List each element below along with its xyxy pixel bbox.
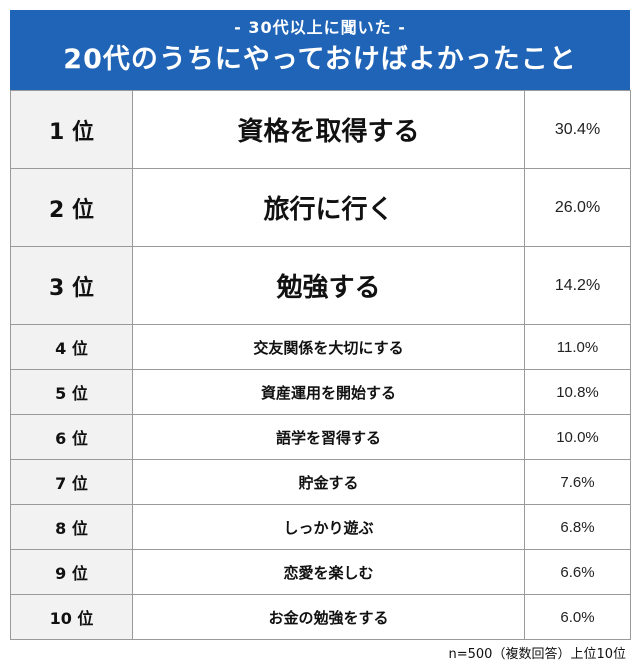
rank-label: 1 位	[10, 90, 133, 169]
item-label: 恋愛を楽しむ	[132, 549, 525, 595]
table-row: 2 位 旅行に行く 26.0%	[10, 168, 631, 247]
header-title: 20代のうちにやっておけばよかったこと	[63, 44, 577, 75]
item-label: 資格を取得する	[132, 90, 525, 169]
header-banner: - 30代以上に聞いた - 20代のうちにやっておけばよかったこと	[10, 10, 630, 90]
percent-value: 30.4%	[524, 90, 631, 169]
rank-label: 10 位	[10, 594, 133, 640]
table-row: 6 位 語学を習得する 10.0%	[10, 414, 631, 460]
sample-footnote: n=500（複数回答）上位10位	[448, 647, 627, 662]
table-row: 5 位 資産運用を開始する 10.8%	[10, 369, 631, 415]
percent-value: 14.2%	[524, 246, 631, 325]
percent-value: 7.6%	[524, 459, 631, 505]
ranking-table: 1 位 資格を取得する 30.4% 2 位 旅行に行く 26.0% 3 位 勉強…	[10, 90, 631, 640]
header-subtitle: - 30代以上に聞いた -	[234, 18, 406, 37]
rank-label: 5 位	[10, 369, 133, 415]
rank-label: 9 位	[10, 549, 133, 595]
table-row: 8 位 しっかり遊ぶ 6.8%	[10, 504, 631, 550]
item-label: 語学を習得する	[132, 414, 525, 460]
rank-label: 8 位	[10, 504, 133, 550]
table-row: 10 位 お金の勉強をする 6.0%	[10, 594, 631, 640]
percent-value: 6.6%	[524, 549, 631, 595]
table-row: 9 位 恋愛を楽しむ 6.6%	[10, 549, 631, 595]
rank-label: 7 位	[10, 459, 133, 505]
table-row: 4 位 交友関係を大切にする 11.0%	[10, 324, 631, 370]
item-label: 勉強する	[132, 246, 525, 325]
rank-label: 3 位	[10, 246, 133, 325]
item-label: 資産運用を開始する	[132, 369, 525, 415]
table-row: 1 位 資格を取得する 30.4%	[10, 90, 631, 169]
item-label: 旅行に行く	[132, 168, 525, 247]
table-row: 7 位 貯金する 7.6%	[10, 459, 631, 505]
percent-value: 6.8%	[524, 504, 631, 550]
rank-label: 2 位	[10, 168, 133, 247]
percent-value: 10.8%	[524, 369, 631, 415]
percent-value: 6.0%	[524, 594, 631, 640]
item-label: 交友関係を大切にする	[132, 324, 525, 370]
table-row: 3 位 勉強する 14.2%	[10, 246, 631, 325]
item-label: お金の勉強をする	[132, 594, 525, 640]
rank-label: 4 位	[10, 324, 133, 370]
item-label: 貯金する	[132, 459, 525, 505]
percent-value: 10.0%	[524, 414, 631, 460]
item-label: しっかり遊ぶ	[132, 504, 525, 550]
ranking-card: - 30代以上に聞いた - 20代のうちにやっておけばよかったこと 1 位 資格…	[10, 10, 631, 666]
percent-value: 11.0%	[524, 324, 631, 370]
rank-label: 6 位	[10, 414, 133, 460]
percent-value: 26.0%	[524, 168, 631, 247]
